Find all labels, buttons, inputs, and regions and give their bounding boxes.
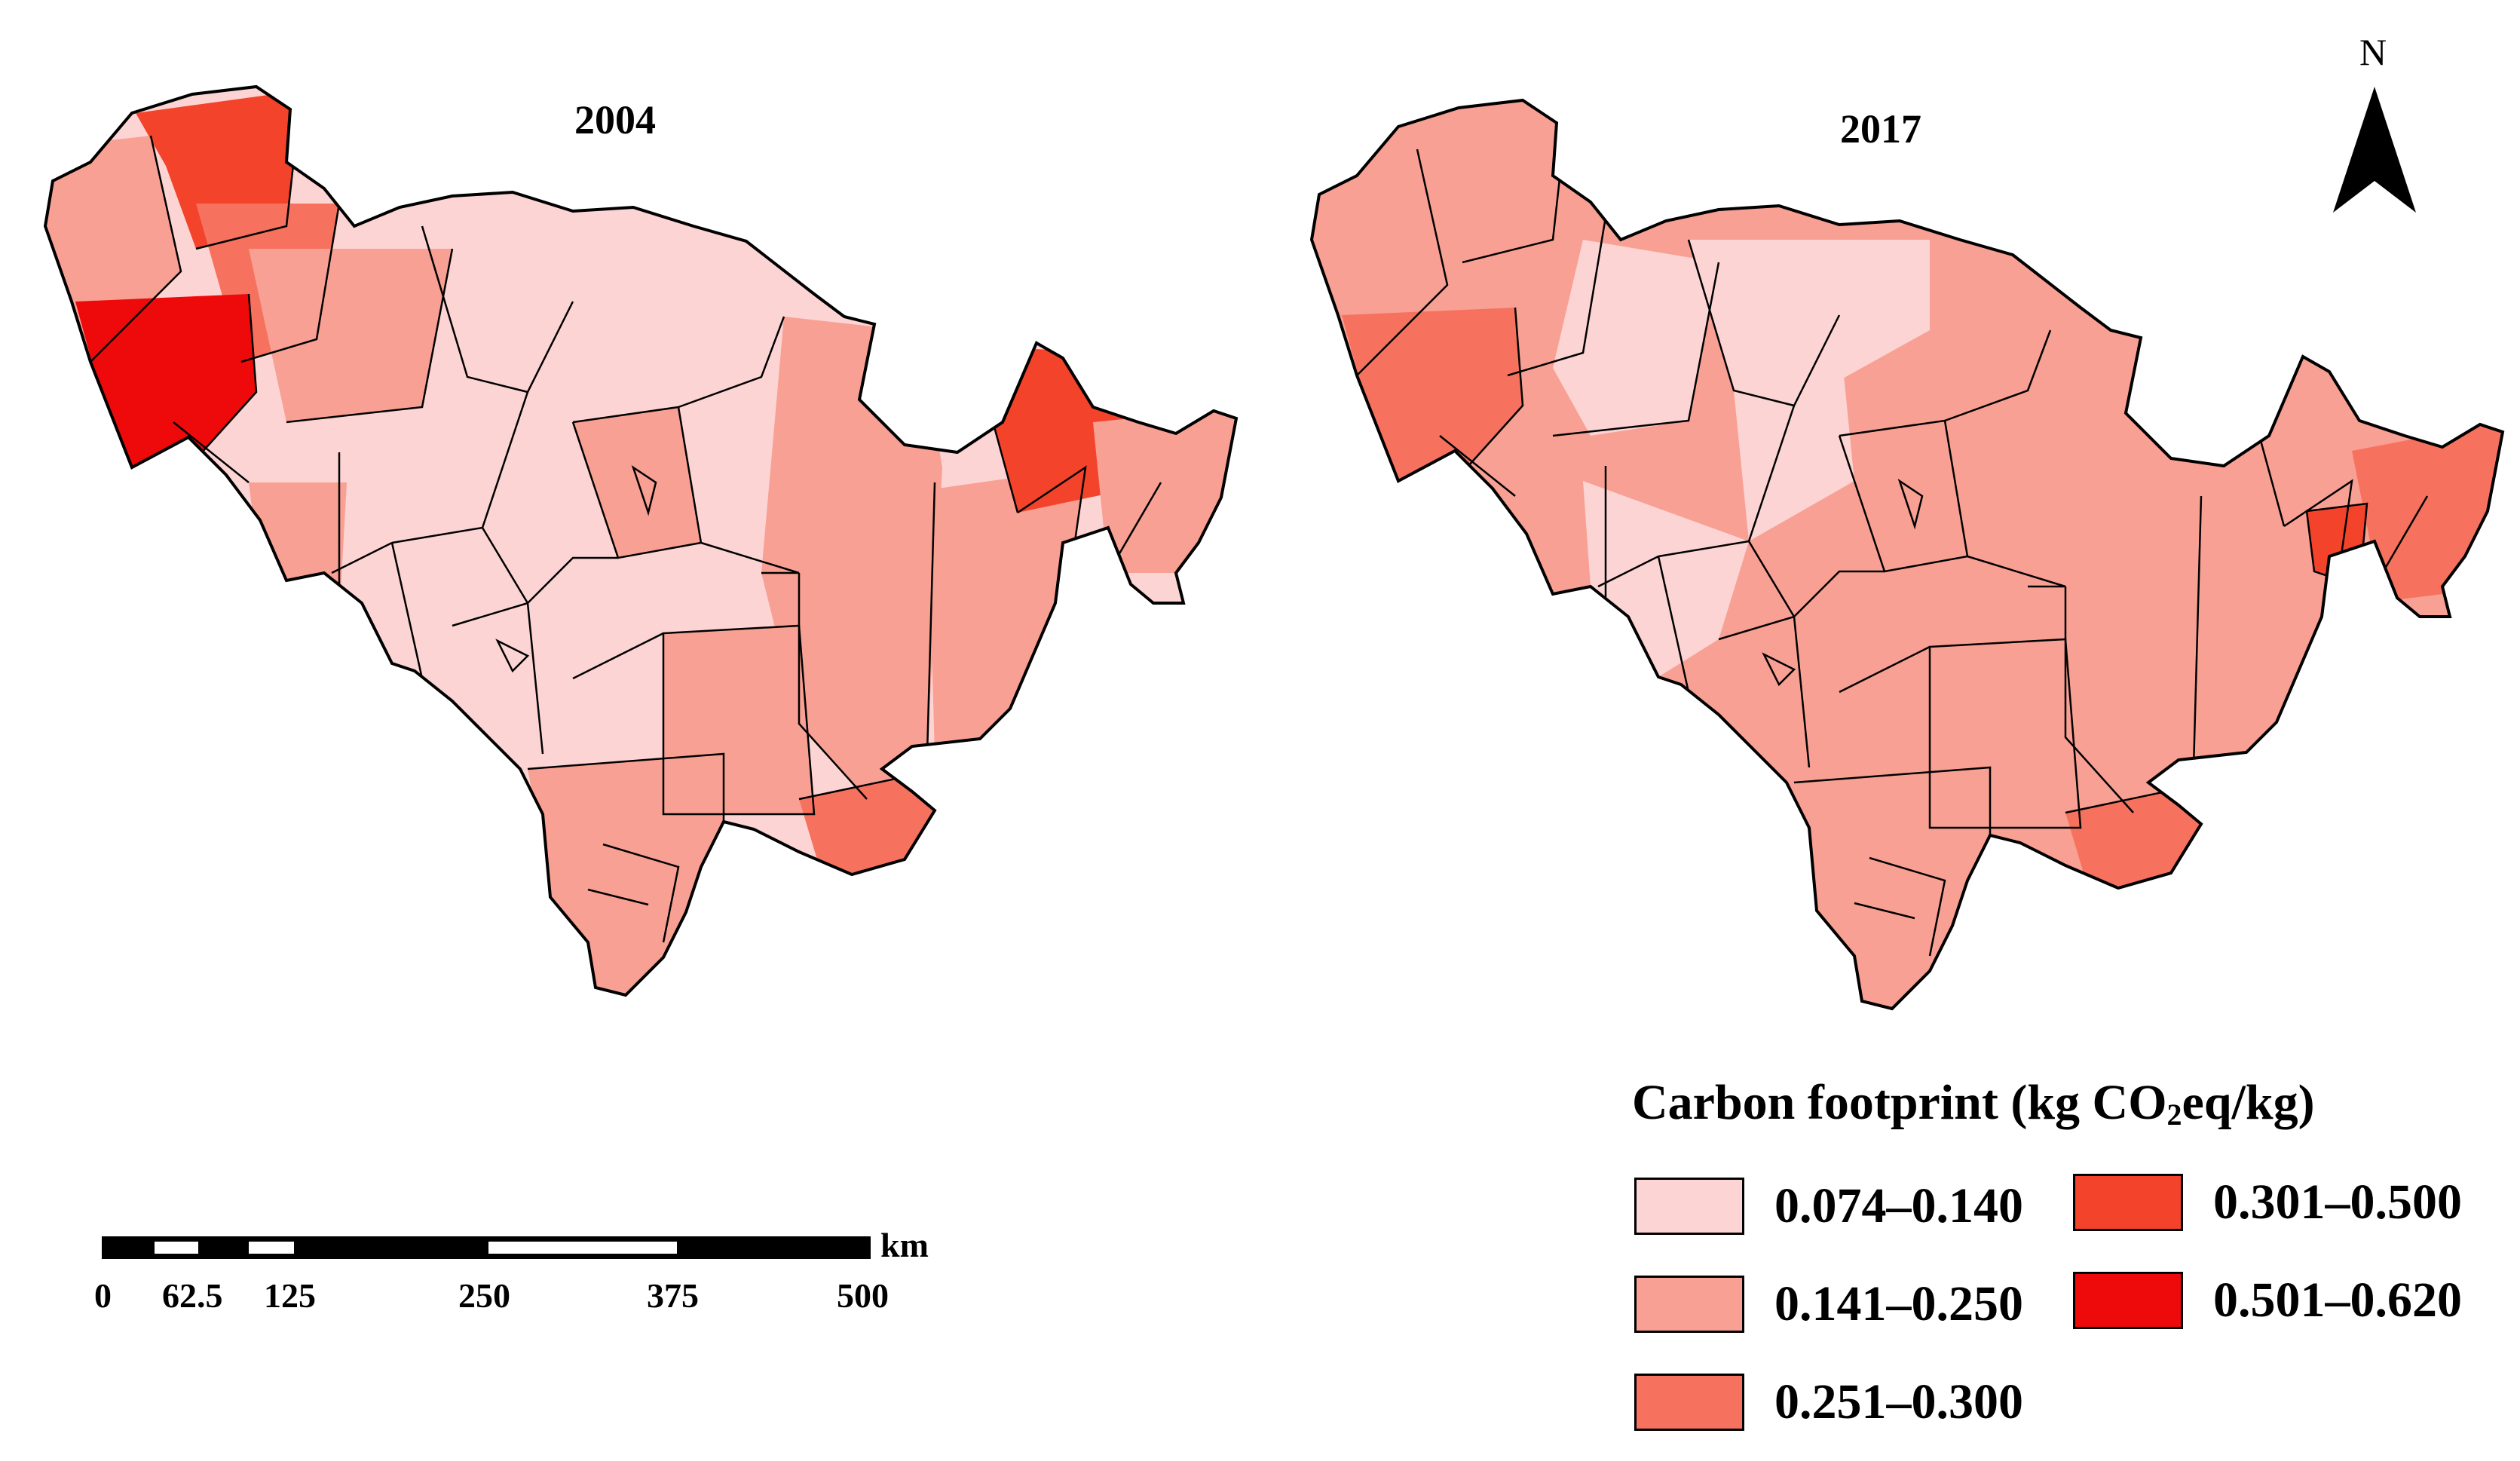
north-label: N (2359, 31, 2387, 73)
legend-label-2: 0.141–0.250 (1774, 1276, 2023, 1331)
legend-item-3: 0.251–0.300 (1634, 1374, 2023, 1431)
legend-item-4: 0.301–0.500 (2073, 1174, 2462, 1231)
region-sw-2004 (249, 482, 347, 618)
region-orange-west-2017 (1342, 308, 1523, 481)
legend-label-5: 0.501–0.620 (2213, 1273, 2462, 1328)
legend-swatch-2 (1634, 1276, 1744, 1333)
legend-label-3: 0.251–0.300 (1774, 1374, 2023, 1429)
region-south-orange-2017 (2065, 783, 2209, 888)
region-center-2004 (573, 407, 701, 558)
legend-title: Carbon footprint (kg CO2eq/kg) (1632, 1075, 2315, 1132)
legend-item-1: 0.074–0.140 (1634, 1178, 2023, 1235)
region-light2-2017 (1689, 240, 1930, 406)
region-red-2004 (75, 294, 256, 467)
scale-tick-62: 62.5 (162, 1276, 223, 1315)
region-light3-2017 (1734, 330, 1854, 541)
region-south2-2004 (528, 754, 724, 995)
scale-tick-0: 0 (94, 1276, 112, 1315)
legend-swatch-1 (1634, 1178, 1744, 1235)
region-nw3-2004 (249, 249, 452, 422)
legend-item-5: 0.501–0.620 (2073, 1272, 2462, 1329)
scale-tick-500: 500 (837, 1276, 889, 1315)
scale-tick-375: 375 (647, 1276, 699, 1315)
legend-swatch-4 (2073, 1174, 2183, 1231)
scale-tick-250: 250 (458, 1276, 510, 1315)
legend-item-2: 0.141–0.250 (1634, 1276, 2023, 1333)
map-2004 (44, 85, 1238, 997)
scale-tick-125: 125 (264, 1276, 316, 1315)
legend-swatch-5 (2073, 1272, 2183, 1329)
legend-swatch-3 (1634, 1374, 1744, 1431)
north-arrow-icon (2333, 87, 2416, 213)
map-title-2017: 2017 (1840, 106, 1921, 152)
map-2017 (1310, 99, 2504, 1010)
legend-label-1: 0.074–0.140 (1774, 1178, 2023, 1233)
scale-unit: km (880, 1226, 929, 1264)
scale-bar (102, 1236, 871, 1259)
legend-label-4: 0.301–0.500 (2213, 1175, 2462, 1230)
region-south-orange-2004 (799, 769, 942, 874)
map-title-2004: 2004 (574, 97, 656, 142)
